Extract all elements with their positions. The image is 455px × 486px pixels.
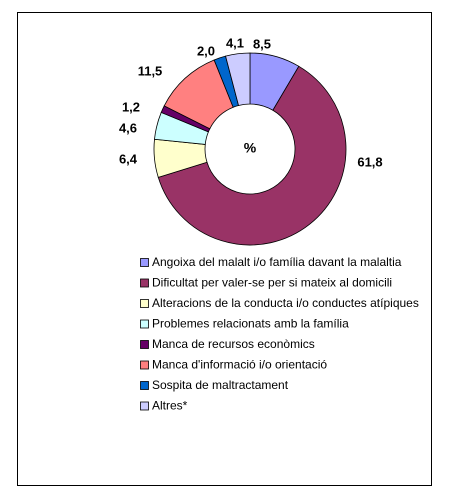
value-label: 4,1	[226, 35, 244, 50]
center-label: %	[244, 140, 257, 156]
legend-label: Problemes relacionats amb la família	[152, 317, 349, 331]
legend-swatch	[140, 381, 149, 390]
legend-label: Angoixa del malalt i/o família davant la…	[152, 255, 402, 269]
value-label: 2,0	[197, 43, 215, 58]
value-label: 11,5	[138, 63, 163, 78]
value-label: 1,2	[122, 99, 140, 114]
legend-label: Altres*	[152, 399, 188, 413]
value-label: 6,4	[119, 151, 138, 166]
legend-label: Alteracions de la conducta i/o conductes…	[152, 296, 419, 310]
legend-swatch	[140, 299, 149, 308]
legend-label: Sospita de maltractament	[152, 378, 289, 392]
legend-swatch	[140, 278, 149, 288]
value-label: 61,8	[357, 154, 382, 169]
legend-swatch	[140, 401, 149, 411]
legend-label: Manca de recursos econòmics	[152, 337, 315, 351]
value-label: 8,5	[253, 36, 271, 51]
legend-label: Dificultat per valer-se per si mateix al…	[152, 276, 392, 290]
legend-swatch	[140, 360, 149, 370]
donut-slice	[225, 52, 251, 106]
legend-swatch	[140, 258, 149, 267]
value-label: 4,6	[119, 120, 137, 135]
legend-swatch	[140, 319, 149, 329]
legend-swatch	[140, 340, 149, 349]
donut-slice	[157, 65, 347, 246]
legend-label: Manca d'informació i/o orientació	[152, 358, 327, 372]
